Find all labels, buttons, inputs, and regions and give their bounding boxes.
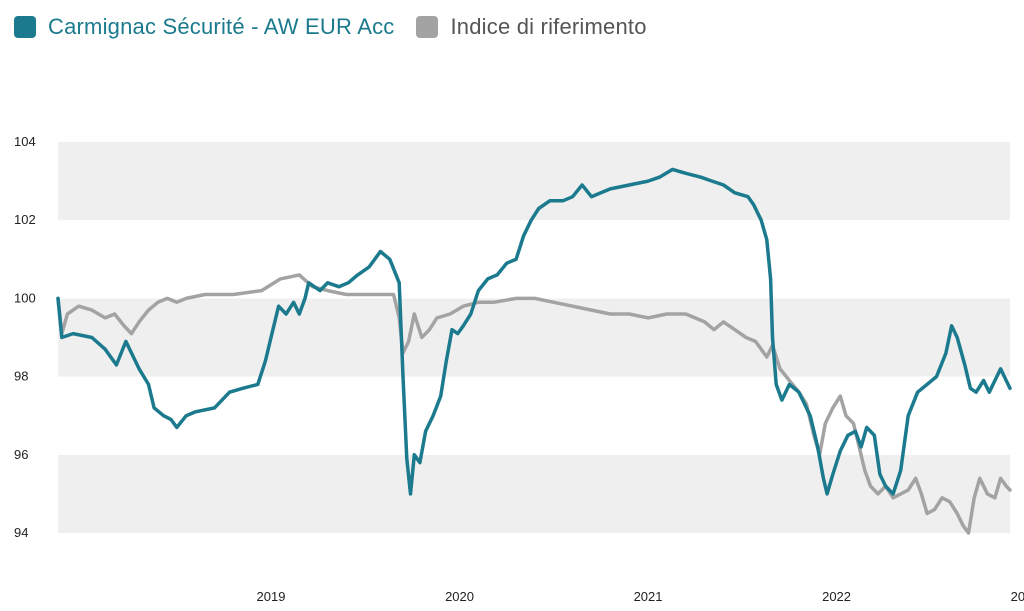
- series-line-fund: [56, 167, 1012, 496]
- y-tick-label: 94: [14, 525, 28, 540]
- grid-band: [58, 454, 1010, 533]
- series-lines: [56, 167, 1012, 535]
- y-tick-label: 104: [14, 134, 36, 149]
- y-tick-label: 98: [14, 369, 28, 384]
- legend-label-fund: Carmignac Sécurité - AW EUR Acc: [48, 14, 395, 39]
- legend-item-fund[interactable]: Carmignac Sécurité - AW EUR Acc: [14, 14, 394, 40]
- x-tick-label: 2020: [445, 589, 474, 604]
- grid-band: [58, 376, 1010, 455]
- grid-bands: [58, 142, 1010, 533]
- x-tick-label: 2023: [1011, 589, 1024, 604]
- x-tick-label: 2019: [257, 589, 286, 604]
- grid-band: [58, 298, 1010, 377]
- x-tick-label: 2022: [822, 589, 851, 604]
- y-tick-label: 100: [14, 290, 36, 305]
- y-tick-label: 96: [14, 447, 28, 462]
- legend-swatch-fund: [14, 16, 36, 38]
- legend-swatch-benchmark: [416, 16, 439, 38]
- x-tick-label: 2021: [634, 589, 663, 604]
- chart-legend: Carmignac Sécurité - AW EUR Acc Indice d…: [14, 14, 647, 40]
- grid-band: [58, 142, 1010, 221]
- x-axis-ticks: 2019 2020 2021 2022 2023: [257, 589, 1024, 604]
- y-axis-ticks: 94 96 98 100 102 104: [14, 134, 36, 540]
- legend-label-benchmark: Indice di riferimento: [450, 14, 647, 39]
- y-tick-label: 102: [14, 212, 36, 227]
- legend-item-benchmark[interactable]: Indice di riferimento: [416, 14, 646, 40]
- grid-band: [58, 220, 1010, 299]
- series-line-benchmark: [56, 273, 1012, 535]
